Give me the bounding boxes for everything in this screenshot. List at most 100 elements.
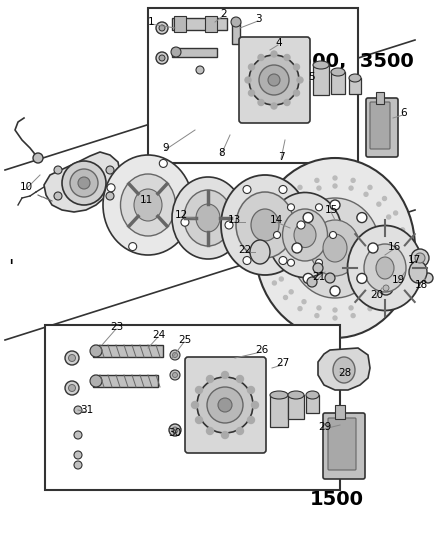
Text: 21: 21 bbox=[311, 272, 325, 282]
Ellipse shape bbox=[290, 198, 379, 298]
Text: 17: 17 bbox=[407, 255, 420, 265]
Circle shape bbox=[128, 243, 136, 251]
Circle shape bbox=[267, 74, 279, 86]
Bar bbox=[172, 18, 226, 30]
Circle shape bbox=[367, 185, 371, 189]
Ellipse shape bbox=[347, 225, 421, 311]
Circle shape bbox=[376, 202, 380, 206]
Circle shape bbox=[65, 351, 79, 365]
Ellipse shape bbox=[103, 155, 193, 255]
Circle shape bbox=[273, 231, 280, 238]
Circle shape bbox=[363, 192, 367, 196]
Circle shape bbox=[78, 177, 90, 189]
Circle shape bbox=[169, 424, 180, 436]
Circle shape bbox=[258, 65, 288, 95]
Ellipse shape bbox=[251, 209, 279, 241]
Circle shape bbox=[329, 286, 339, 296]
Circle shape bbox=[159, 55, 165, 61]
Circle shape bbox=[221, 372, 228, 378]
Ellipse shape bbox=[408, 261, 426, 283]
FancyBboxPatch shape bbox=[369, 102, 389, 149]
Circle shape bbox=[287, 259, 294, 266]
Circle shape bbox=[356, 273, 366, 284]
Circle shape bbox=[297, 185, 301, 189]
Bar bbox=[330, 72, 344, 94]
Circle shape bbox=[155, 52, 168, 64]
Circle shape bbox=[378, 281, 392, 295]
Circle shape bbox=[272, 230, 276, 234]
Ellipse shape bbox=[236, 192, 293, 258]
Circle shape bbox=[236, 427, 243, 434]
Circle shape bbox=[297, 77, 302, 83]
Circle shape bbox=[155, 22, 168, 34]
Text: 23: 23 bbox=[110, 322, 123, 332]
Text: 26: 26 bbox=[254, 345, 268, 355]
Circle shape bbox=[350, 179, 354, 182]
Circle shape bbox=[172, 352, 177, 358]
Circle shape bbox=[272, 262, 276, 266]
Circle shape bbox=[392, 230, 396, 234]
Bar bbox=[93, 345, 162, 357]
Circle shape bbox=[221, 432, 228, 439]
Circle shape bbox=[400, 228, 404, 232]
Circle shape bbox=[279, 256, 286, 264]
Circle shape bbox=[90, 345, 102, 357]
Circle shape bbox=[251, 401, 258, 408]
Ellipse shape bbox=[184, 190, 231, 246]
Ellipse shape bbox=[172, 177, 244, 259]
Text: 9: 9 bbox=[162, 143, 168, 153]
Circle shape bbox=[356, 213, 366, 223]
Text: 4: 4 bbox=[274, 38, 281, 48]
Circle shape bbox=[74, 461, 82, 469]
Text: 11: 11 bbox=[140, 195, 153, 205]
Text: 1: 1 bbox=[148, 17, 154, 27]
Ellipse shape bbox=[330, 68, 344, 76]
Circle shape bbox=[225, 221, 233, 229]
Ellipse shape bbox=[305, 391, 318, 399]
Circle shape bbox=[54, 166, 62, 174]
Bar bbox=[172, 48, 216, 57]
Circle shape bbox=[262, 246, 266, 250]
Circle shape bbox=[414, 253, 424, 263]
Circle shape bbox=[382, 285, 388, 291]
Text: 5: 5 bbox=[307, 72, 314, 82]
Circle shape bbox=[293, 64, 299, 70]
FancyBboxPatch shape bbox=[184, 357, 265, 453]
Circle shape bbox=[316, 186, 320, 190]
Circle shape bbox=[422, 273, 432, 283]
Circle shape bbox=[218, 398, 231, 412]
Circle shape bbox=[316, 306, 320, 310]
Ellipse shape bbox=[249, 240, 269, 264]
Bar bbox=[375, 92, 383, 104]
Text: 14: 14 bbox=[269, 215, 283, 225]
Circle shape bbox=[180, 218, 188, 226]
Ellipse shape bbox=[269, 391, 287, 399]
Circle shape bbox=[289, 202, 293, 206]
Text: 3: 3 bbox=[254, 14, 261, 24]
Circle shape bbox=[171, 47, 180, 57]
Circle shape bbox=[90, 375, 102, 387]
Ellipse shape bbox=[348, 74, 360, 82]
Ellipse shape bbox=[120, 174, 175, 236]
Circle shape bbox=[206, 376, 213, 383]
FancyBboxPatch shape bbox=[327, 418, 355, 470]
Ellipse shape bbox=[134, 189, 162, 221]
Circle shape bbox=[247, 416, 254, 424]
Circle shape bbox=[289, 290, 293, 294]
Text: 25: 25 bbox=[177, 335, 191, 345]
Circle shape bbox=[74, 451, 82, 459]
Circle shape bbox=[106, 166, 114, 174]
Polygon shape bbox=[44, 152, 120, 212]
Circle shape bbox=[348, 306, 352, 310]
Ellipse shape bbox=[195, 204, 219, 232]
Circle shape bbox=[170, 370, 180, 380]
Circle shape bbox=[230, 17, 240, 27]
Circle shape bbox=[367, 243, 377, 253]
Bar bbox=[45, 325, 339, 490]
Ellipse shape bbox=[312, 61, 328, 69]
Circle shape bbox=[244, 77, 251, 83]
Text: 28: 28 bbox=[337, 368, 350, 378]
Circle shape bbox=[381, 197, 385, 200]
Circle shape bbox=[279, 215, 283, 219]
Circle shape bbox=[297, 306, 301, 311]
